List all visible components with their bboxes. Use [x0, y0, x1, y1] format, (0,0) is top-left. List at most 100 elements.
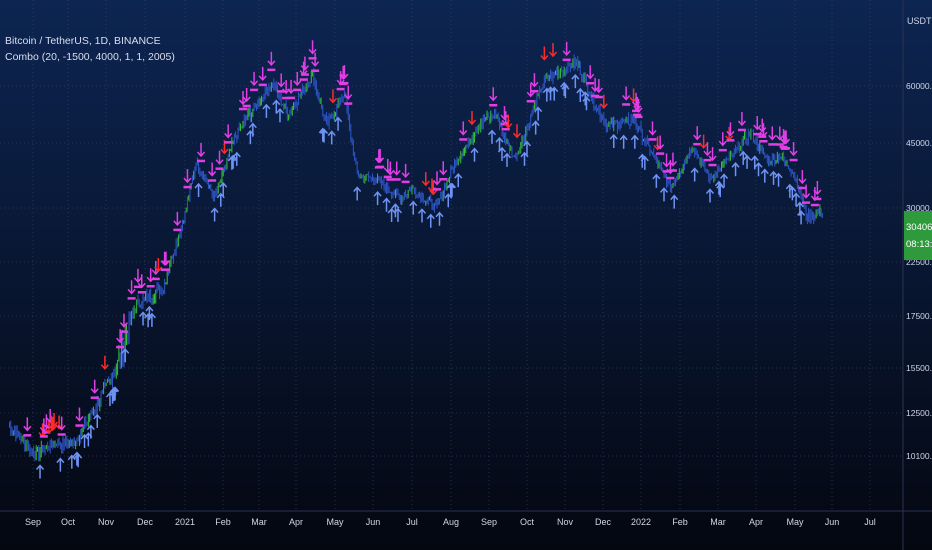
arrow-head	[798, 178, 807, 185]
buy-arrow-head	[774, 172, 783, 179]
exit-marker	[586, 65, 595, 85]
arrow-head	[173, 220, 182, 227]
buy-arrow-head	[194, 182, 203, 189]
y-tick-label: 30000.00	[906, 203, 932, 213]
arrow-head	[708, 155, 717, 162]
buy-arrow	[272, 99, 281, 114]
buy-arrow-head	[409, 200, 418, 207]
exit-marker	[526, 83, 535, 103]
arrow-head	[57, 425, 66, 431]
buy-arrow	[774, 172, 783, 187]
arrow-head	[308, 48, 317, 55]
x-axis[interactable]: Sep Oct Nov Dec 2021 Feb Mar Apr May Jun Jul Aug Sep…	[25, 517, 876, 527]
arrow-head	[512, 132, 522, 139]
indicator-legend[interactable]: Combo (20, -1500, 4000, 1, 1, 2005)	[5, 51, 175, 63]
buy-arrow	[319, 128, 329, 143]
arrow-head	[250, 80, 259, 87]
arrow-head	[703, 150, 712, 157]
buy-arrow	[520, 151, 529, 166]
buy-arrow-head	[435, 211, 444, 218]
exit-marker	[183, 169, 192, 189]
arrow-head	[267, 60, 276, 66]
buy-arrow	[93, 413, 102, 428]
exit-marker	[718, 132, 727, 152]
buy-arrow	[739, 150, 748, 165]
buy-arrow-head	[542, 87, 551, 94]
arrow-head	[300, 65, 309, 71]
buy-arrow-head	[93, 413, 102, 420]
x-tick-label: Jun	[366, 517, 381, 527]
buy-arrow-head	[716, 182, 725, 189]
arrow-head	[500, 114, 509, 121]
sell-arrow	[100, 355, 109, 370]
x-tick-label: May	[326, 517, 344, 527]
exit-marker	[432, 171, 442, 191]
sell-arrow	[540, 46, 549, 61]
exit-marker	[75, 407, 84, 427]
buy-arrow-head	[447, 182, 457, 189]
buy-arrow-head	[145, 305, 154, 312]
arrow-head	[699, 143, 708, 149]
y-axis-unit: USDT	[907, 16, 932, 26]
exit-marker	[300, 56, 309, 76]
y-axis[interactable]: 60000.00 45000.00 30000.00 22500.00 17500.00…	[906, 81, 932, 461]
buy-arrow-head	[219, 181, 228, 188]
exit-marker	[753, 116, 762, 136]
buy-arrow	[417, 208, 427, 223]
buy-arrow-head	[147, 312, 156, 319]
buy-arrow	[232, 151, 241, 166]
buy-arrow	[426, 213, 435, 228]
arrow-head	[386, 170, 395, 176]
arrow-head	[215, 159, 224, 165]
exit-marker	[562, 41, 571, 62]
arrow-head	[758, 127, 767, 133]
arrow-head	[160, 260, 169, 266]
arrow-head	[208, 171, 217, 177]
x-tick-label: May	[786, 517, 804, 527]
buy-arrow	[659, 187, 669, 202]
buy-arrow	[731, 162, 740, 177]
buy-arrow	[640, 155, 649, 170]
arrow-head	[49, 421, 59, 428]
buy-arrow-head	[353, 186, 362, 193]
buy-arrow-head	[705, 188, 715, 195]
y-tick-label: 17500.00	[906, 311, 932, 321]
buy-arrow	[470, 147, 479, 162]
arrow-head	[802, 193, 811, 199]
arrow-head	[48, 425, 57, 432]
buy-arrow-head	[582, 96, 591, 102]
buy-arrow-head	[550, 86, 559, 93]
exit-marker	[173, 211, 182, 232]
x-tick-label: Apr	[749, 517, 763, 527]
buy-arrow	[522, 140, 532, 155]
buy-arrow-head	[387, 207, 396, 214]
buy-arrow-head	[788, 186, 797, 192]
arrow-head	[90, 388, 99, 394]
exit-marker	[634, 98, 643, 119]
arrow-head	[467, 119, 477, 126]
sell-arrow	[49, 413, 59, 428]
buy-arrow	[373, 190, 382, 206]
exit-marker	[90, 379, 99, 399]
exit-marker	[224, 124, 233, 144]
buy-arrow	[531, 120, 540, 135]
exit-marker	[340, 65, 349, 85]
exit-marker	[737, 111, 747, 132]
buy-arrow-head	[581, 91, 590, 97]
buy-arrow-head	[609, 133, 618, 140]
arrow-head	[668, 161, 678, 167]
arrow-head	[432, 179, 442, 186]
arrow-head	[634, 107, 643, 113]
buy-arrow-head	[86, 424, 95, 431]
buy-arrow-head	[138, 311, 148, 317]
buy-arrow-head	[210, 207, 219, 213]
arrow-head	[23, 425, 32, 432]
buy-arrow-head	[373, 190, 382, 197]
x-tick-label: Jul	[406, 517, 418, 527]
arrow-head	[737, 120, 747, 127]
exit-marker	[161, 251, 170, 271]
buy-arrow	[387, 207, 396, 223]
buy-arrow	[353, 186, 362, 201]
arrow-head	[594, 87, 603, 94]
